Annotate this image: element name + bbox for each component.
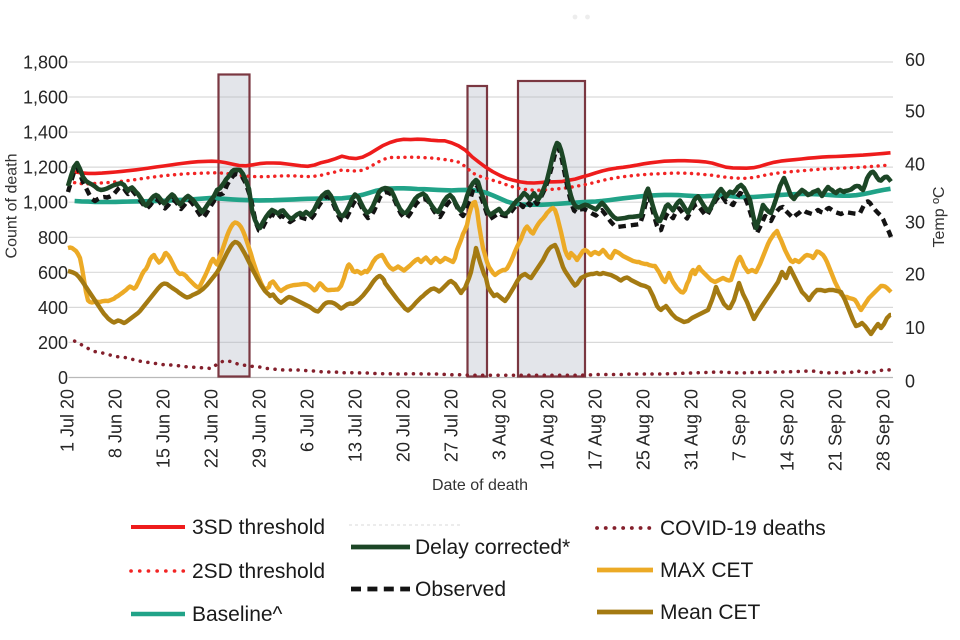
svg-text:8 Jun 20: 8 Jun 20 bbox=[106, 389, 126, 458]
svg-text:13 Jul 20: 13 Jul 20 bbox=[346, 389, 366, 462]
svg-text:200: 200 bbox=[38, 333, 68, 353]
svg-text:1 Jul 20: 1 Jul 20 bbox=[58, 389, 78, 452]
svg-text:50: 50 bbox=[905, 102, 925, 122]
svg-text:2SD threshold: 2SD threshold bbox=[192, 560, 325, 583]
svg-text:Mean CET: Mean CET bbox=[660, 601, 761, 624]
svg-text:31 Aug 20: 31 Aug 20 bbox=[681, 389, 701, 470]
svg-text:1,800: 1,800 bbox=[23, 53, 68, 73]
svg-text:Count of death: Count of death bbox=[4, 154, 21, 259]
svg-text:1,000: 1,000 bbox=[23, 193, 68, 213]
svg-text:20 Jul 20: 20 Jul 20 bbox=[394, 389, 414, 462]
svg-text:Baseline^: Baseline^ bbox=[192, 603, 283, 626]
svg-text:1,400: 1,400 bbox=[23, 123, 68, 143]
svg-text:28 Sep 20: 28 Sep 20 bbox=[873, 389, 893, 471]
svg-text:Observed: Observed bbox=[415, 578, 506, 601]
svg-text:29 Jun 20: 29 Jun 20 bbox=[250, 389, 270, 468]
svg-text:1,200: 1,200 bbox=[23, 158, 68, 178]
svg-text:25 Aug 20: 25 Aug 20 bbox=[634, 389, 654, 470]
svg-text:20: 20 bbox=[905, 265, 925, 285]
svg-text:1,600: 1,600 bbox=[23, 88, 68, 108]
svg-text:17 Aug 20: 17 Aug 20 bbox=[586, 389, 606, 470]
svg-text:Delay corrected*: Delay corrected* bbox=[415, 536, 570, 559]
svg-text:6 Jul 20: 6 Jul 20 bbox=[298, 389, 318, 452]
svg-text:14 Sep 20: 14 Sep 20 bbox=[777, 389, 797, 471]
svg-text:10: 10 bbox=[905, 318, 925, 338]
svg-text:22 Jun 20: 22 Jun 20 bbox=[202, 389, 222, 468]
svg-text:10 Aug 20: 10 Aug 20 bbox=[538, 389, 558, 470]
svg-text:MAX CET: MAX CET bbox=[660, 559, 754, 582]
svg-text:Temp ºC: Temp ºC bbox=[931, 187, 948, 248]
svg-text:COVID-19 deaths: COVID-19 deaths bbox=[660, 517, 826, 540]
svg-text:3 Aug 20: 3 Aug 20 bbox=[490, 389, 510, 460]
svg-text:40: 40 bbox=[905, 155, 925, 175]
svg-text:800: 800 bbox=[38, 228, 68, 248]
svg-text:400: 400 bbox=[38, 298, 68, 318]
svg-text:7 Sep 20: 7 Sep 20 bbox=[729, 389, 749, 461]
svg-text:21 Sep 20: 21 Sep 20 bbox=[825, 389, 845, 471]
svg-text:Date of death: Date of death bbox=[432, 477, 528, 494]
svg-text:30: 30 bbox=[905, 213, 925, 233]
svg-text:3SD threshold: 3SD threshold bbox=[192, 516, 325, 539]
svg-text:27 Jul 20: 27 Jul 20 bbox=[442, 389, 462, 462]
svg-text:60: 60 bbox=[905, 50, 925, 70]
svg-text:0: 0 bbox=[905, 371, 915, 391]
svg-text:0: 0 bbox=[58, 368, 68, 388]
svg-text:600: 600 bbox=[38, 263, 68, 283]
svg-text:15 Jun 20: 15 Jun 20 bbox=[154, 389, 174, 468]
